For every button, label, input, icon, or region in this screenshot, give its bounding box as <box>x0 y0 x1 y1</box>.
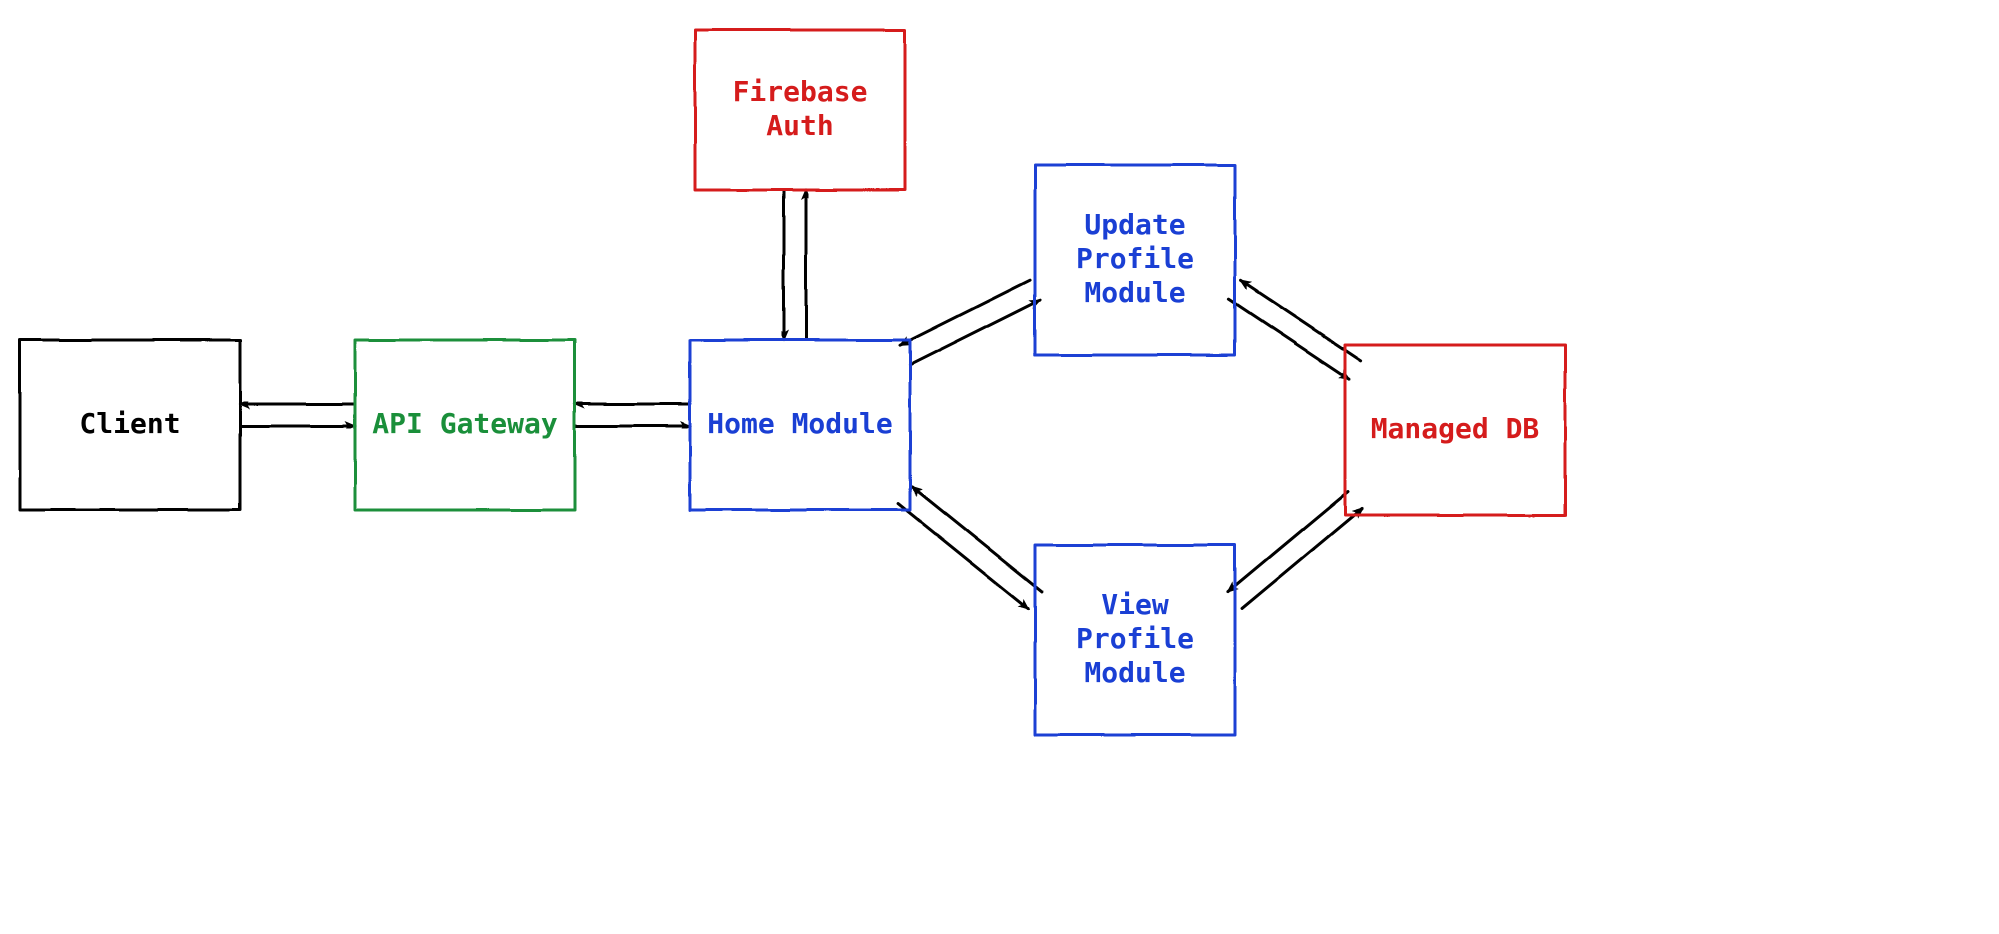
node-api-gateway: API Gateway <box>355 340 575 510</box>
node-label-client: Client <box>79 407 180 440</box>
node-label-managed-db: Managed DB <box>1371 412 1540 445</box>
node-label-firebase-auth: FirebaseAuth <box>733 75 868 142</box>
edge-home-module-update-profile <box>900 280 1040 365</box>
edge-client-api-gateway <box>240 404 355 426</box>
architecture-diagram: Client API Gateway Home Module FirebaseAuth… <box>0 0 1999 934</box>
nodes-layer: Client API Gateway Home Module FirebaseAuth… <box>20 30 1565 735</box>
node-label-api-gateway: API Gateway <box>372 407 558 440</box>
node-view-profile: ViewProfileModule <box>1035 545 1235 735</box>
node-label-update-profile: UpdateProfileModule <box>1076 208 1194 309</box>
edge-update-profile-managed-db <box>1229 281 1361 379</box>
node-managed-db: Managed DB <box>1345 345 1565 515</box>
node-client: Client <box>20 340 240 510</box>
node-update-profile: UpdateProfileModule <box>1035 165 1235 355</box>
node-label-view-profile: ViewProfileModule <box>1076 588 1194 689</box>
edge-home-module-view-profile <box>898 486 1042 608</box>
node-label-home-module: Home Module <box>707 407 892 440</box>
edge-api-gateway-home-module <box>575 404 690 426</box>
node-firebase-auth: FirebaseAuth <box>695 30 905 190</box>
edge-view-profile-managed-db <box>1228 492 1362 609</box>
edge-home-module-firebase-auth <box>784 190 806 340</box>
node-home-module: Home Module <box>690 340 910 510</box>
